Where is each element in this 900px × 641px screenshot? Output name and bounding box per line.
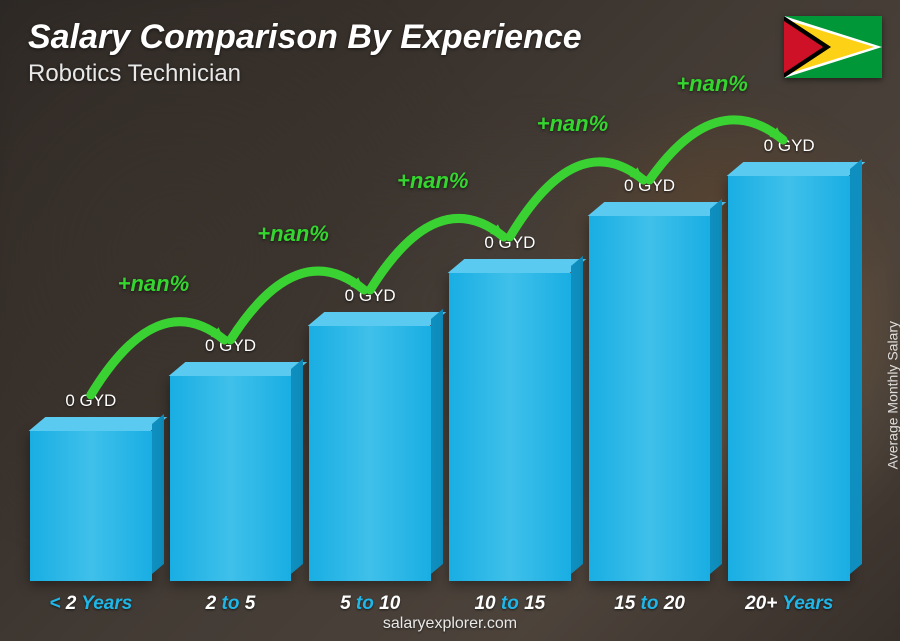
bar-value-label: 0 GYD: [345, 286, 396, 306]
x-axis-label: 10 to 15: [449, 593, 571, 615]
x-axis-label: 5 to 10: [309, 593, 431, 615]
watermark: salaryexplorer.com: [0, 615, 900, 633]
delta-label: +nan%: [676, 71, 748, 97]
x-axis-label: < 2 Years: [30, 593, 152, 615]
bar-col: 0 GYD< 2 Years: [30, 391, 152, 581]
delta-label: +nan%: [537, 111, 609, 137]
bar-value-label: 0 GYD: [764, 136, 815, 156]
x-axis-label: 2 to 5: [170, 593, 292, 615]
x-axis-label: 15 to 20: [589, 593, 711, 615]
bar-chart: 0 GYD< 2 Years0 GYD2 to 50 GYD5 to 100 G…: [30, 111, 850, 581]
bar-value-label: 0 GYD: [205, 336, 256, 356]
chart-title: Salary Comparison By Experience: [28, 18, 582, 57]
bar-col: 0 GYD20+ Years: [728, 136, 850, 581]
bar-value-label: 0 GYD: [484, 233, 535, 253]
chart-subtitle: Robotics Technician: [28, 60, 241, 88]
bar-col: 0 GYD15 to 20: [589, 176, 711, 581]
bar-col: 0 GYD5 to 10: [309, 286, 431, 581]
delta-label: +nan%: [397, 168, 469, 194]
bar-col: 0 GYD10 to 15: [449, 233, 571, 581]
bar-value-label: 0 GYD: [624, 176, 675, 196]
bar-value-label: 0 GYD: [65, 391, 116, 411]
bar-col: 0 GYD2 to 5: [170, 336, 292, 581]
delta-label: +nan%: [118, 271, 190, 297]
delta-label: +nan%: [257, 221, 329, 247]
flag-icon: [784, 16, 882, 78]
y-axis-label: Average Monthly Salary: [884, 321, 900, 469]
x-axis-label: 20+ Years: [728, 593, 850, 615]
